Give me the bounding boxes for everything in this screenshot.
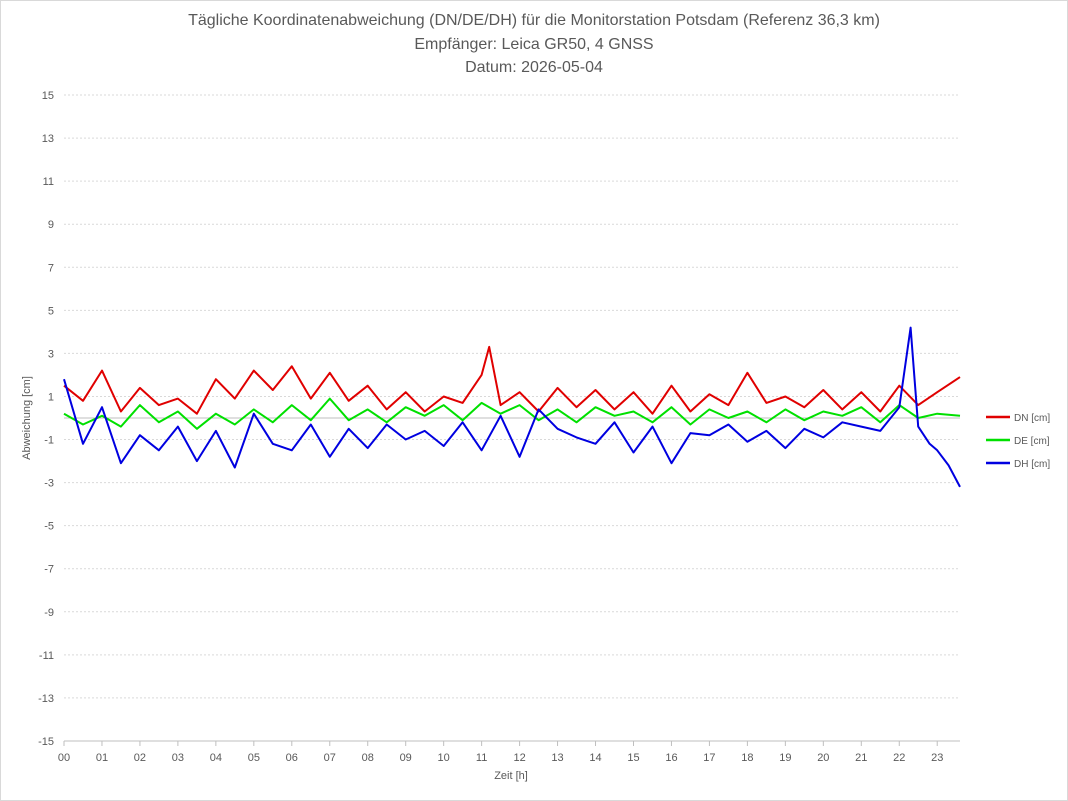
y-tick-label: 3 [48, 348, 54, 360]
x-tick-label: 15 [627, 752, 639, 764]
x-tick-label: 09 [400, 752, 412, 764]
x-tick-label: 17 [703, 752, 715, 764]
y-tick-label: -11 [39, 650, 54, 662]
legend-entry: DH [cm] [1014, 459, 1050, 470]
legend-entry: DE [cm] [1014, 436, 1050, 447]
y-tick-label: 1 [48, 391, 54, 403]
x-tick-label: 19 [779, 752, 791, 764]
x-axis-label: Zeit [h] [494, 770, 528, 782]
y-tick-label: -3 [44, 478, 54, 490]
y-tick-label: -13 [38, 693, 54, 705]
x-tick-label: 12 [513, 752, 525, 764]
x-tick-label: 23 [931, 752, 943, 764]
y-tick-label: -9 [44, 607, 54, 619]
series-line-dn [63, 345, 961, 415]
legend: DN [cm] DE [cm] DH [cm] [986, 413, 1050, 470]
series-line-de [63, 397, 961, 430]
x-tick-label: 03 [172, 752, 184, 764]
y-tick-label: -5 [44, 521, 54, 533]
x-tick-label: 18 [741, 752, 753, 764]
x-tick-label: 08 [362, 752, 374, 764]
y-tick-label: -1 [44, 435, 54, 447]
x-tick-label: 14 [589, 752, 601, 764]
x-tick-label: 20 [817, 752, 829, 764]
y-tick-label: 9 [48, 219, 54, 231]
x-tick-label: 16 [665, 752, 677, 764]
x-tick-label: 05 [248, 752, 260, 764]
x-tick-label: 21 [855, 752, 867, 764]
y-axis-label: Abweichung [cm] [21, 376, 33, 460]
x-tick-label: 02 [134, 752, 146, 764]
y-tick-label: -7 [44, 564, 54, 576]
x-tick-label: 22 [893, 752, 905, 764]
x-tick-label: 01 [96, 752, 108, 764]
x-tick-label: 07 [324, 752, 336, 764]
x-tick-label: 00 [58, 752, 70, 764]
y-tick-label: 5 [48, 305, 54, 317]
y-tick-label: 15 [42, 90, 54, 102]
y-tick-label: 13 [42, 133, 54, 145]
chart-title: Tägliche Koordinatenabweichung (DN/DE/DH… [188, 12, 880, 29]
y-tick-label: -15 [38, 736, 54, 748]
x-tick-label: 06 [286, 752, 298, 764]
chart-date: Datum: 2026-05-04 [465, 59, 603, 76]
x-tick-label: 04 [210, 752, 222, 764]
series-line-dh [63, 326, 961, 488]
x-tick-label: 11 [476, 752, 487, 764]
x-tick-label: 10 [438, 752, 450, 764]
chart-subtitle: Empfänger: Leica GR50, 4 GNSS [414, 36, 654, 53]
x-tick-label: 13 [551, 752, 563, 764]
legend-entry: DN [cm] [1014, 413, 1050, 424]
y-tick-label: 11 [43, 176, 54, 188]
y-tick-label: 7 [48, 262, 54, 274]
